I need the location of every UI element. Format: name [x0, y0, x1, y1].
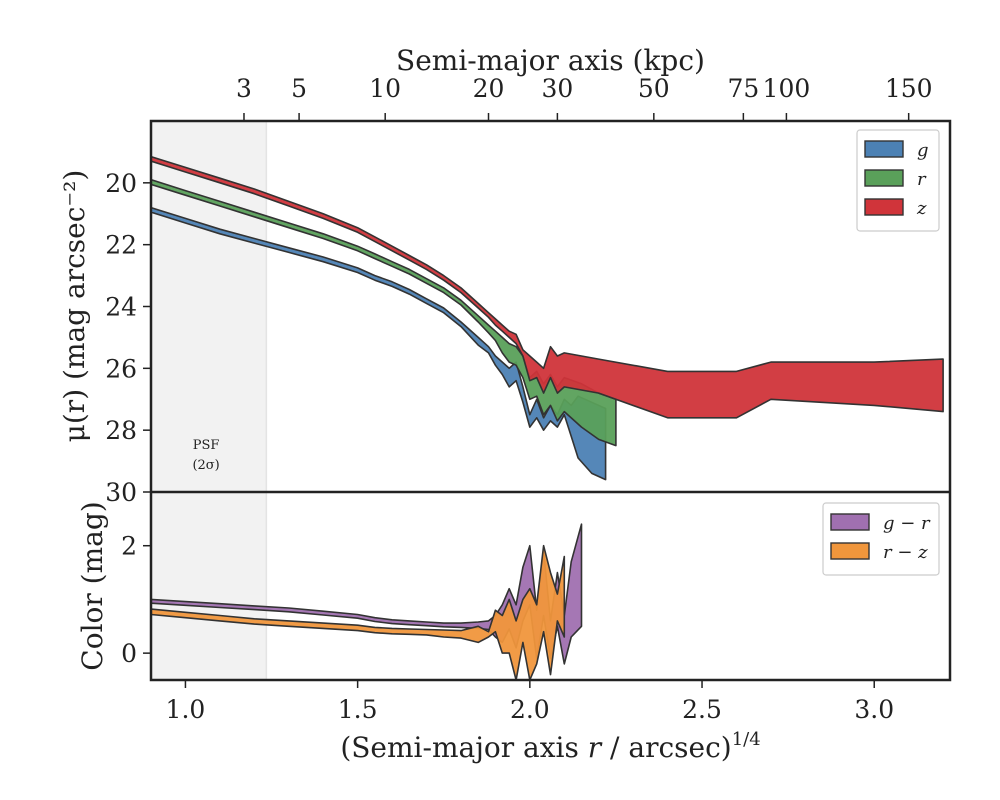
top-tick-label-2: 10: [369, 74, 401, 103]
psf-region: [151, 121, 267, 680]
y-axis-label-top: μ(r) (mag arcsec⁻²): [58, 170, 91, 443]
top-tick-label-1: 5: [291, 74, 307, 103]
profile-legend-swatch-0: [864, 140, 904, 158]
xtick-label-0: 1.0: [166, 695, 206, 724]
profile-series-group: [151, 155, 944, 481]
xtick-label-2: 2.0: [510, 695, 550, 724]
color-legend-swatch-1: [830, 542, 870, 560]
color-band-0: [151, 523, 583, 665]
top-tick-label-8: 150: [885, 74, 933, 103]
psf-label-line1: PSF: [193, 438, 220, 453]
profile-legend: grz: [856, 129, 940, 232]
top-tick-label-0: 3: [236, 74, 252, 103]
xtick-label-3: 2.5: [682, 695, 722, 724]
profile-ytick-label-1: 22: [105, 231, 137, 260]
x-axis-label: (Semi-major axis r / arcsec)1/4: [340, 729, 760, 764]
profile-ytick-label-2: 24: [105, 293, 137, 322]
profile-ytick-label-5: 30: [105, 478, 137, 507]
profile-legend-swatch-2: [864, 198, 904, 216]
xtick-label-1: 1.5: [338, 695, 378, 724]
profile-legend-label-0: g: [917, 140, 929, 161]
y-axis-label-bottom: Color (mag): [76, 501, 109, 670]
profile-band-2: [151, 155, 944, 419]
profile-band-0: [151, 206, 607, 481]
profile-ytick-label-4: 28: [105, 416, 137, 445]
top-tick-label-5: 50: [638, 74, 670, 103]
color-band-1: [151, 544, 566, 680]
profile-legend-swatch-1: [864, 169, 904, 187]
axes-layer: 20 22 24 26 28 30 0 2 1.0 1.5 2.0 2.5 3.0 3 5 10 20 30 50 7…: [58, 44, 952, 764]
color-legend-swatch-0: [830, 513, 870, 531]
top-tick-label-7: 100: [763, 74, 811, 103]
color-series-group: [151, 523, 583, 680]
xtick-label-4: 3.0: [854, 695, 894, 724]
top-panel: PSF (2σ): [151, 121, 944, 680]
top-tick-label-4: 30: [541, 74, 573, 103]
profile-legend-label-1: r: [917, 169, 927, 190]
profile-legend-label-2: z: [916, 198, 927, 219]
plot-frame: [149, 119, 952, 682]
color-legend: g − r r − z: [822, 502, 940, 576]
profile-band-1: [151, 178, 617, 447]
color-ytick-label-1: 2: [121, 532, 137, 561]
color-legend-label-0: g − r: [883, 513, 931, 534]
top-tick-label-3: 20: [473, 74, 505, 103]
bottom-panel: [151, 523, 583, 680]
color-ytick-label-0: 0: [121, 639, 137, 668]
color-legend-label-1: r − z: [883, 542, 928, 563]
profile-ytick-label-0: 20: [105, 169, 137, 198]
profile-ytick-label-3: 26: [105, 354, 137, 383]
psf-label-line2: (2σ): [192, 458, 219, 473]
top-axis-label: Semi-major axis (kpc): [396, 44, 705, 77]
top-tick-label-6: 75: [727, 74, 759, 103]
